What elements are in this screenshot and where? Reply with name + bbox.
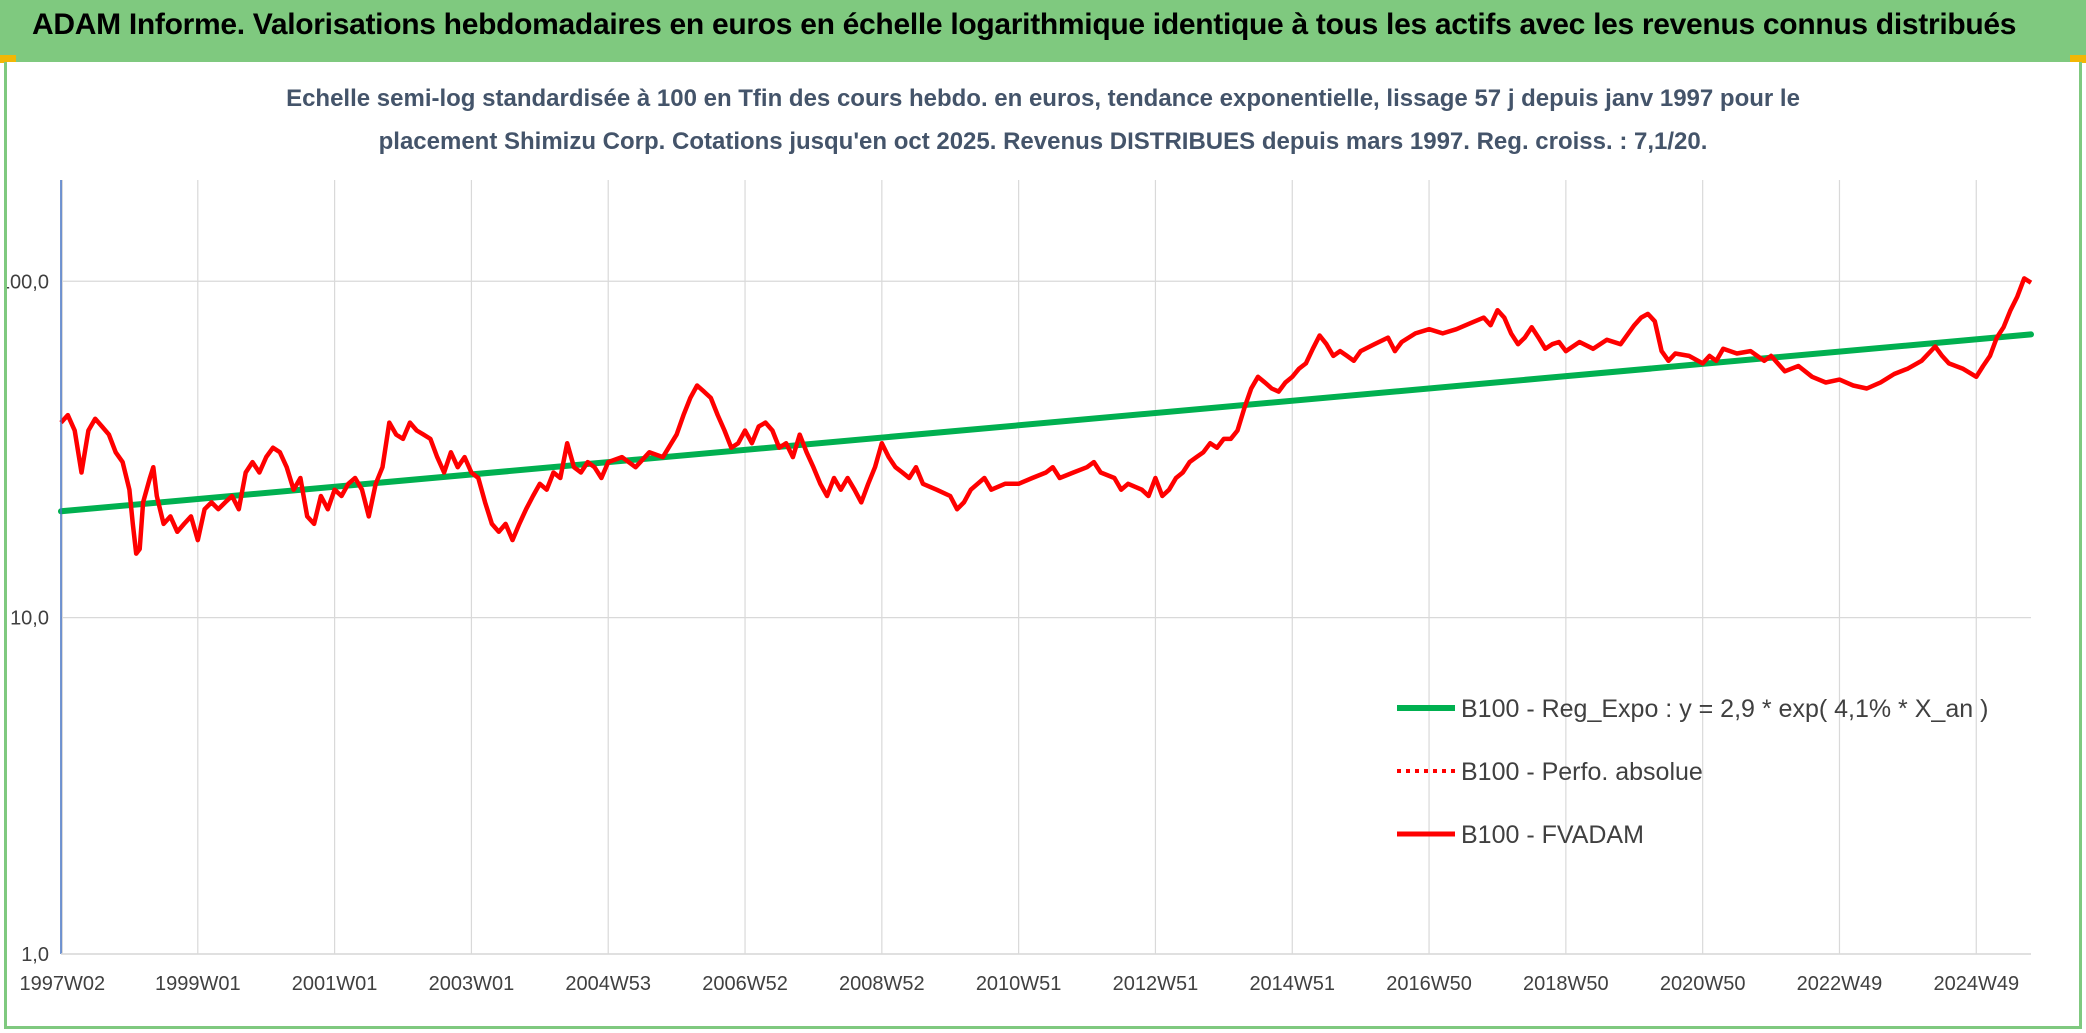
x-tick-label: 1997W02 [20,973,106,995]
chart-subtitle-line-1: Echelle semi-log standardisée à 100 en T… [286,85,1800,112]
x-tick-label: 2004W53 [565,973,651,995]
x-tick-label: 2014W51 [1249,973,1335,995]
x-tick-label: 1999W01 [155,973,241,995]
chart-svg: Echelle semi-log standardisée à 100 en T… [7,85,2034,995]
chart-legend: B100 - Reg_Expo : y = 2,9 * exp( 4,1% * … [1397,695,1988,849]
axis-layer: 1997W02 1999W01 2001W01 2003W01 2004W53 2006W… [7,180,2031,995]
series-layer [58,276,2034,556]
x-tick-label: 2018W50 [1523,973,1609,995]
x-tick-label: 2016W50 [1386,973,1472,995]
x-tick-label: 2010W51 [976,973,1062,995]
x-tick-label: 2022W49 [1797,973,1883,995]
x-tick-label: 2003W01 [429,973,515,995]
x-tick-label: 2020W50 [1660,973,1746,995]
chart-subtitle-line-2: placement Shimizu Corp. Cotations jusqu'… [379,128,1708,155]
chart-area: Echelle semi-log standardisée à 100 en T… [4,62,2082,1029]
y-tick-label: 10,0 [10,608,49,630]
y-tick-label: 100,0 [7,271,49,293]
legend-label: B100 - Reg_Expo : y = 2,9 * exp( 4,1% * … [1461,695,1988,723]
header-banner: ADAM Informe. Valorisations hebdomadaire… [0,0,2086,62]
corner-marker-left [0,55,16,63]
chart-subtitle: Echelle semi-log standardisée à 100 en T… [286,85,1800,155]
x-tick-label: 2008W52 [839,973,925,995]
x-tick-label: 2024W49 [1933,973,2019,995]
x-tick-label: 2006W52 [702,973,788,995]
corner-marker-right [2070,55,2086,63]
x-tick-label: 2012W51 [1113,973,1199,995]
legend-label: B100 - FVADAM [1461,821,1644,849]
page-title: ADAM Informe. Valorisations hebdomadaire… [32,8,2017,41]
series-line-fvadam [59,276,2033,556]
grid-layer [61,180,2031,955]
x-tick-label: 2001W01 [292,973,378,995]
legend-label: B100 - Perfo. absolue [1461,758,1703,786]
y-tick-label: 1,0 [21,944,49,966]
